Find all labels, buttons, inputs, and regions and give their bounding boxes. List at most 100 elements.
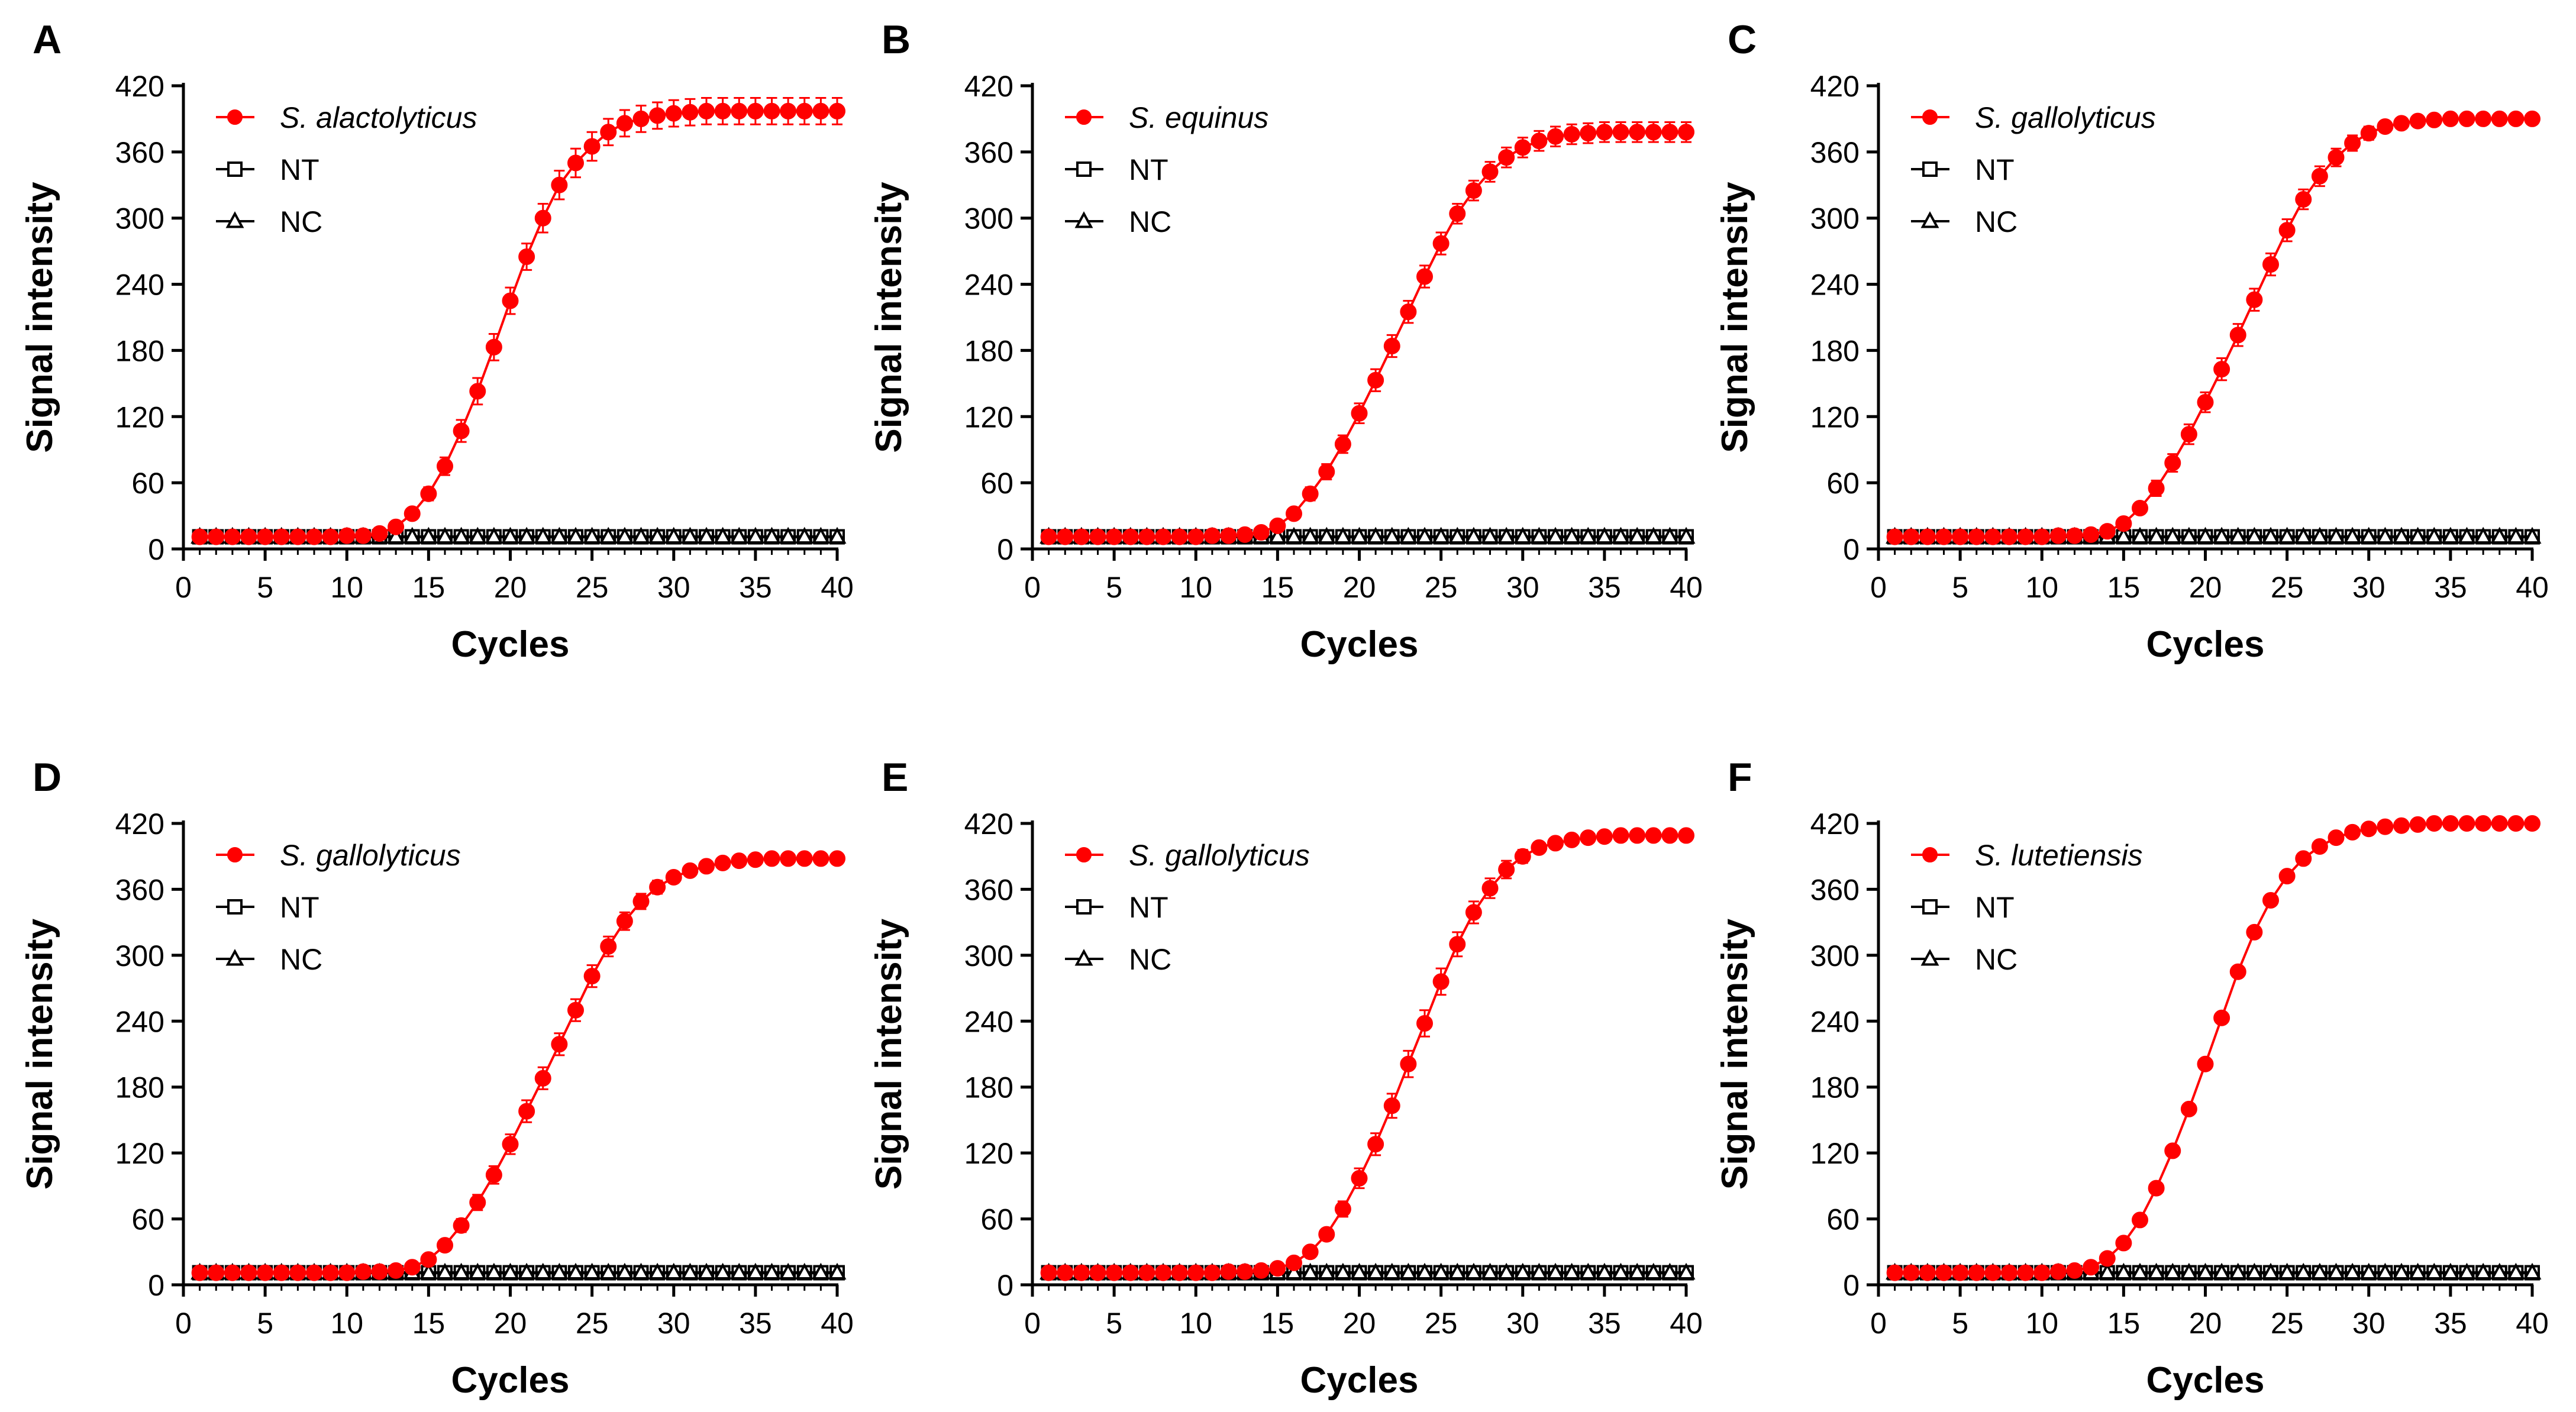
x-tick-label: 0 xyxy=(175,571,192,604)
legend-label: NT xyxy=(1129,153,1168,186)
data-point xyxy=(501,526,519,544)
data-point xyxy=(2180,526,2199,544)
data-point xyxy=(2392,526,2411,544)
data-point xyxy=(1106,1264,1123,1281)
data-point xyxy=(812,850,829,867)
data-point xyxy=(1546,1262,1565,1280)
data-point xyxy=(1644,526,1663,544)
legend-marker xyxy=(225,949,244,966)
data-point xyxy=(2049,527,2067,544)
data-point xyxy=(2458,1262,2476,1280)
data-point xyxy=(665,105,682,122)
data-point xyxy=(2441,1262,2460,1280)
data-point xyxy=(2295,850,2312,867)
data-point xyxy=(289,1264,306,1281)
y-tick-label: 420 xyxy=(115,807,164,841)
legend-marker xyxy=(1920,949,1939,966)
legend-marker xyxy=(1074,949,1093,966)
data-point xyxy=(714,854,731,871)
data-point xyxy=(322,1264,339,1281)
data-point xyxy=(2130,526,2149,544)
data-point xyxy=(566,1262,585,1280)
legend-item: S. lutetiensis xyxy=(1911,839,2142,872)
data-point xyxy=(306,528,322,545)
y-tick-label: 240 xyxy=(1810,1005,1860,1038)
data-point xyxy=(2132,500,2148,517)
data-point xyxy=(322,528,339,545)
x-tick-label: 20 xyxy=(2189,571,2222,604)
data-point xyxy=(1351,405,1368,422)
data-point xyxy=(1563,126,1580,143)
data-point xyxy=(2359,1262,2378,1280)
data-point xyxy=(1269,1260,1286,1277)
y-tick-label: 420 xyxy=(1810,70,1860,103)
data-point xyxy=(2148,1180,2165,1197)
x-axis-title: Cycles xyxy=(2146,624,2265,665)
data-point xyxy=(1432,973,1450,990)
data-point xyxy=(2409,112,2426,130)
data-point xyxy=(583,1262,602,1280)
y-tick-label: 300 xyxy=(1810,939,1860,972)
data-point xyxy=(665,869,682,886)
data-point xyxy=(453,422,470,440)
data-point xyxy=(2409,1262,2427,1280)
data-point xyxy=(583,138,601,155)
data-point xyxy=(551,176,568,193)
data-point xyxy=(1984,1264,2002,1281)
legend-marker xyxy=(1074,211,1093,228)
data-point xyxy=(682,862,699,879)
y-tick-label: 60 xyxy=(1826,1203,1860,1236)
data-point xyxy=(1253,524,1270,541)
data-point xyxy=(2507,815,2525,832)
y-tick-label: 420 xyxy=(115,70,164,103)
data-point xyxy=(1302,485,1319,502)
x-tick-label: 10 xyxy=(330,571,363,604)
data-point xyxy=(1187,1264,1205,1281)
data-point xyxy=(1580,125,1597,142)
data-point xyxy=(1350,1262,1368,1280)
legend-item: NT xyxy=(1065,891,1168,924)
data-point xyxy=(632,110,650,127)
data-point xyxy=(2163,526,2182,544)
x-tick-label: 15 xyxy=(1261,571,1295,604)
data-point xyxy=(1660,526,1679,544)
legend-marker xyxy=(227,109,243,125)
x-tick-label: 5 xyxy=(1952,571,1968,604)
x-tick-label: 10 xyxy=(2025,571,2058,604)
x-tick-label: 40 xyxy=(821,1307,854,1340)
legend-label: NT xyxy=(280,891,319,924)
data-point xyxy=(1073,1264,1090,1281)
x-tick-label: 35 xyxy=(739,1307,772,1340)
data-point xyxy=(1498,861,1515,878)
data-point xyxy=(1563,526,1581,544)
data-point xyxy=(2262,256,2279,273)
data-point xyxy=(1529,1262,1548,1280)
panel-label: A xyxy=(33,17,62,62)
chart-panel-d: D 0 60 120 180 240 300 360 420 0 5 10 15 20 25 30 35 40 Cy… xyxy=(20,755,854,1401)
y-tick-label: 420 xyxy=(964,70,1013,103)
data-point xyxy=(828,526,847,544)
data-point xyxy=(2327,526,2345,544)
data-point xyxy=(452,526,471,544)
data-point xyxy=(1513,526,1532,544)
data-point xyxy=(1481,1262,1499,1280)
data-point xyxy=(437,458,453,475)
data-point xyxy=(779,526,798,544)
data-point xyxy=(2114,526,2133,544)
legend-marker xyxy=(1920,211,1939,228)
data-point xyxy=(1612,827,1629,844)
legend-marker xyxy=(1076,109,1092,125)
data-point xyxy=(2524,110,2541,127)
y-axis-title: Signal intensity xyxy=(869,182,909,453)
data-point xyxy=(2375,526,2394,544)
legend-marker xyxy=(1076,847,1092,862)
data-point xyxy=(567,154,584,172)
data-point xyxy=(452,1262,471,1280)
data-point xyxy=(2426,111,2443,128)
legend-marker xyxy=(1076,899,1092,915)
data-point xyxy=(714,526,732,544)
legend-marker xyxy=(227,847,243,862)
data-point xyxy=(2246,923,2263,941)
data-point xyxy=(388,1262,405,1279)
data-point xyxy=(485,1167,502,1184)
